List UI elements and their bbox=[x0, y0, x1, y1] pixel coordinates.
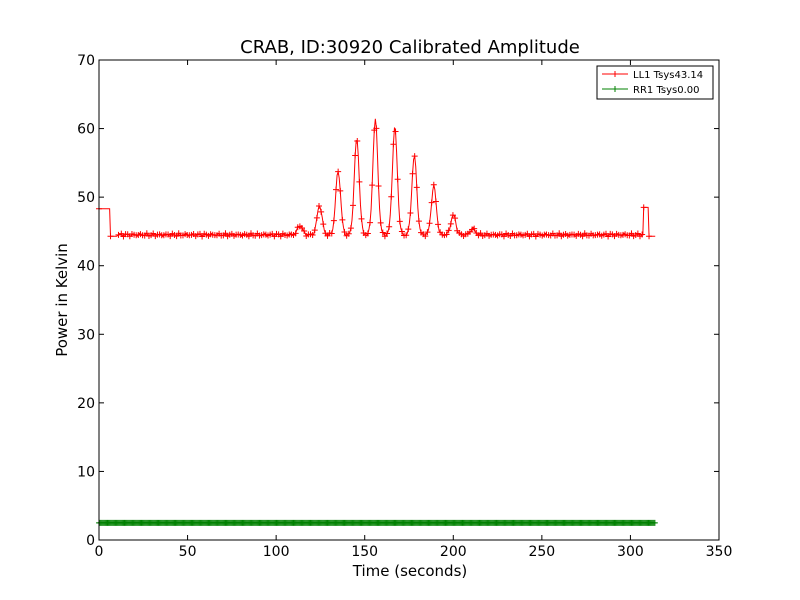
series-ll1-point bbox=[299, 224, 306, 231]
x-tick-label: 300 bbox=[617, 544, 644, 560]
series-ll1-point bbox=[356, 178, 363, 185]
series-ll1-point bbox=[579, 233, 586, 240]
series-ll1-point bbox=[377, 219, 384, 226]
series-ll1-point bbox=[320, 221, 327, 228]
series-ll1-point bbox=[430, 181, 437, 188]
series-ll1-point bbox=[426, 220, 433, 227]
y-tick-label: 30 bbox=[77, 327, 95, 343]
chart-title: CRAB, ID:30920 Calibrated Amplitude bbox=[240, 37, 580, 58]
series-ll1-point bbox=[646, 233, 653, 240]
series-ll1-point bbox=[432, 198, 439, 205]
series-ll1-point bbox=[375, 182, 382, 189]
series-ll1-point bbox=[335, 168, 342, 175]
y-tick-label: 60 bbox=[77, 122, 95, 138]
series-ll1-point bbox=[392, 128, 399, 135]
series-ll1-point bbox=[354, 137, 361, 144]
series-ll1-point bbox=[373, 125, 380, 132]
series-ll1-point bbox=[318, 208, 325, 215]
series-ll1-point bbox=[471, 225, 478, 232]
y-tick-label: 40 bbox=[77, 259, 95, 275]
x-tick-label: 250 bbox=[528, 544, 555, 560]
series-ll1-point bbox=[407, 210, 414, 217]
series-ll1-point bbox=[379, 229, 386, 236]
series-ll1-point bbox=[449, 212, 456, 219]
series-ll1-point bbox=[640, 204, 647, 211]
series-ll1-point bbox=[422, 233, 429, 240]
y-axis-label: Power in Kelvin bbox=[53, 243, 71, 357]
series-ll1-point bbox=[337, 187, 344, 194]
series-ll1-point bbox=[398, 228, 405, 235]
series-ll1-point bbox=[328, 230, 335, 237]
series-ll1-point bbox=[390, 141, 397, 148]
series-ll1-point bbox=[409, 170, 416, 177]
series-ll1-point bbox=[107, 233, 114, 240]
series-ll1-point bbox=[403, 232, 410, 239]
x-axis-label: Time (seconds) bbox=[352, 562, 468, 580]
y-tick-label: 70 bbox=[77, 53, 95, 69]
series-ll1-point bbox=[452, 215, 459, 222]
legend-marker bbox=[612, 86, 618, 92]
series-ll1-point bbox=[339, 216, 346, 223]
series-ll1-point bbox=[424, 229, 431, 236]
y-tick-label: 50 bbox=[77, 190, 95, 206]
series-ll1-point bbox=[428, 199, 435, 206]
y-tick-label: 0 bbox=[86, 533, 95, 549]
series-ll1-point bbox=[292, 230, 299, 237]
series-ll1-point bbox=[445, 227, 452, 234]
series-ll1-point bbox=[411, 153, 418, 160]
series-ll1-point bbox=[352, 152, 359, 159]
series-ll1-point bbox=[350, 202, 357, 209]
series-ll1-point bbox=[386, 223, 393, 230]
series-ll1-point bbox=[388, 193, 395, 200]
series-ll1-point bbox=[115, 231, 122, 238]
x-tick-label: 350 bbox=[706, 544, 733, 560]
series-ll1-point bbox=[405, 226, 412, 233]
series-ll1-point bbox=[364, 230, 371, 237]
series-ll1-point bbox=[330, 217, 337, 224]
x-tick-label: 150 bbox=[351, 544, 378, 560]
series-ll1-point bbox=[341, 229, 348, 236]
series-ll1-point bbox=[316, 202, 323, 209]
series-ll1-point bbox=[313, 214, 320, 221]
y-tick-label: 20 bbox=[77, 396, 95, 412]
series-ll1-point bbox=[447, 220, 454, 227]
series-ll1-point bbox=[309, 232, 316, 239]
plot-frame bbox=[98, 59, 720, 541]
axis-ticks: 0 50 100 150 200 250 300 350 0 10 20 30 40 50 60 70 bbox=[77, 53, 732, 560]
series-ll1-point bbox=[301, 227, 308, 234]
series-ll1-point bbox=[384, 230, 391, 237]
series-ll1-point bbox=[345, 230, 352, 237]
series-ll1-point bbox=[367, 219, 374, 226]
x-tick-label: 200 bbox=[440, 544, 467, 560]
x-tick-label: 50 bbox=[179, 544, 197, 560]
series-ll1-point bbox=[435, 221, 442, 228]
series-ll1-point bbox=[311, 227, 318, 234]
plot-area bbox=[96, 118, 658, 526]
series-ll1-point bbox=[358, 215, 365, 222]
y-tick-label: 10 bbox=[77, 464, 95, 480]
series-ll1-point bbox=[396, 218, 403, 225]
x-tick-label: 0 bbox=[95, 544, 104, 560]
series-ll1-point bbox=[222, 230, 229, 237]
series-ll1-point bbox=[443, 231, 450, 238]
legend-label: LL1 Tsys43.14 bbox=[633, 70, 703, 81]
series-ll1-point bbox=[413, 184, 420, 191]
legend: LL1 Tsys43.14 RR1 Tsys0.00 bbox=[596, 65, 714, 100]
series-ll1-point bbox=[394, 176, 401, 183]
x-tick-label: 100 bbox=[263, 544, 290, 560]
legend-box bbox=[596, 65, 714, 100]
series-ll1-point bbox=[415, 218, 422, 225]
legend-marker bbox=[612, 71, 618, 77]
legend-label: RR1 Tsys0.00 bbox=[633, 85, 700, 96]
series-ll1-point bbox=[639, 231, 646, 238]
series-ll1-point bbox=[347, 225, 354, 232]
series-ll1-point bbox=[333, 186, 340, 193]
series-rr1-point bbox=[651, 519, 658, 526]
series-ll1-point bbox=[369, 182, 376, 189]
